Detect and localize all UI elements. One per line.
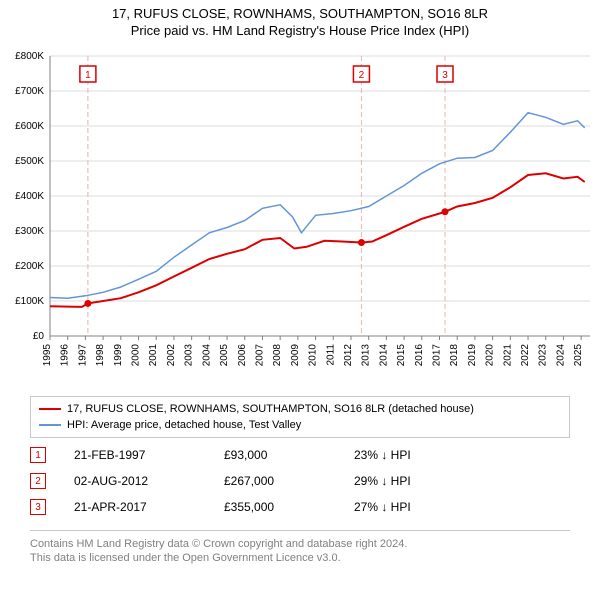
transaction-marker: 3 bbox=[30, 499, 46, 515]
svg-text:1998: 1998 bbox=[95, 344, 106, 367]
transaction-hpi: 27% ↓ HPI bbox=[354, 500, 474, 514]
transaction-price: £267,000 bbox=[224, 474, 354, 488]
svg-text:1: 1 bbox=[85, 70, 91, 81]
svg-text:£500K: £500K bbox=[15, 156, 44, 167]
svg-text:2013: 2013 bbox=[361, 344, 372, 367]
svg-text:2020: 2020 bbox=[485, 344, 496, 367]
transaction-marker: 1 bbox=[30, 447, 46, 463]
legend-row: 17, RUFUS CLOSE, ROWNHAMS, SOUTHAMPTON, … bbox=[39, 401, 561, 417]
svg-text:2017: 2017 bbox=[432, 344, 443, 367]
legend-swatch bbox=[39, 408, 61, 410]
title-block: 17, RUFUS CLOSE, ROWNHAMS, SOUTHAMPTON, … bbox=[0, 0, 600, 38]
svg-text:1997: 1997 bbox=[77, 344, 88, 367]
svg-text:2022: 2022 bbox=[520, 344, 531, 367]
svg-text:2024: 2024 bbox=[555, 344, 566, 367]
chart-svg: £0 £100K £200K £300K £400K £500K £600K £700K £80… bbox=[0, 46, 600, 386]
svg-text:2023: 2023 bbox=[538, 344, 549, 367]
svg-text:£0: £0 bbox=[33, 331, 45, 342]
svg-text:2018: 2018 bbox=[449, 344, 460, 367]
transaction-table: 1 21-FEB-1997 £93,000 23% ↓ HPI 2 02-AUG… bbox=[30, 442, 570, 520]
svg-text:2006: 2006 bbox=[237, 344, 248, 367]
svg-text:£800K: £800K bbox=[15, 51, 44, 62]
transaction-date: 21-FEB-1997 bbox=[74, 448, 224, 462]
svg-text:2001: 2001 bbox=[148, 344, 159, 367]
transaction-date: 02-AUG-2012 bbox=[74, 474, 224, 488]
legend-swatch bbox=[39, 424, 61, 426]
svg-text:2: 2 bbox=[359, 70, 365, 81]
svg-text:1996: 1996 bbox=[60, 344, 71, 367]
svg-text:2025: 2025 bbox=[573, 344, 584, 367]
svg-text:2010: 2010 bbox=[308, 344, 319, 367]
title-address: 17, RUFUS CLOSE, ROWNHAMS, SOUTHAMPTON, … bbox=[0, 6, 600, 21]
svg-text:2003: 2003 bbox=[184, 344, 195, 367]
svg-text:1995: 1995 bbox=[42, 344, 53, 367]
svg-text:£600K: £600K bbox=[15, 121, 44, 132]
svg-text:2005: 2005 bbox=[219, 344, 230, 367]
title-subtitle: Price paid vs. HM Land Registry's House … bbox=[0, 23, 600, 38]
svg-text:2016: 2016 bbox=[414, 344, 425, 367]
svg-text:2011: 2011 bbox=[325, 344, 336, 366]
transaction-date: 21-APR-2017 bbox=[74, 500, 224, 514]
footer-line: This data is licensed under the Open Gov… bbox=[30, 551, 570, 565]
svg-text:£200K: £200K bbox=[15, 261, 44, 272]
svg-text:£400K: £400K bbox=[15, 191, 44, 202]
svg-text:2015: 2015 bbox=[396, 344, 407, 367]
chart: £0 £100K £200K £300K £400K £500K £600K £700K £80… bbox=[0, 46, 600, 386]
svg-text:2021: 2021 bbox=[502, 344, 513, 367]
transaction-row: 3 21-APR-2017 £355,000 27% ↓ HPI bbox=[30, 494, 570, 520]
footer-line: Contains HM Land Registry data © Crown c… bbox=[30, 537, 570, 551]
svg-text:2004: 2004 bbox=[201, 344, 212, 367]
svg-text:2008: 2008 bbox=[272, 344, 283, 367]
svg-text:£700K: £700K bbox=[15, 86, 44, 97]
svg-text:2014: 2014 bbox=[378, 344, 389, 367]
svg-text:2009: 2009 bbox=[290, 344, 301, 367]
svg-text:2012: 2012 bbox=[343, 344, 354, 367]
legend-row: HPI: Average price, detached house, Test… bbox=[39, 417, 561, 433]
svg-text:£100K: £100K bbox=[15, 296, 44, 307]
transaction-hpi: 29% ↓ HPI bbox=[354, 474, 474, 488]
transaction-row: 1 21-FEB-1997 £93,000 23% ↓ HPI bbox=[30, 442, 570, 468]
svg-text:2007: 2007 bbox=[254, 344, 265, 367]
legend-label: HPI: Average price, detached house, Test… bbox=[67, 417, 301, 433]
transaction-row: 2 02-AUG-2012 £267,000 29% ↓ HPI bbox=[30, 468, 570, 494]
svg-text:2002: 2002 bbox=[166, 344, 177, 367]
transaction-price: £355,000 bbox=[224, 500, 354, 514]
legend-label: 17, RUFUS CLOSE, ROWNHAMS, SOUTHAMPTON, … bbox=[67, 401, 474, 417]
transaction-price: £93,000 bbox=[224, 448, 354, 462]
transaction-marker: 2 bbox=[30, 473, 46, 489]
legend: 17, RUFUS CLOSE, ROWNHAMS, SOUTHAMPTON, … bbox=[30, 396, 570, 438]
svg-text:1999: 1999 bbox=[113, 344, 124, 367]
svg-text:2000: 2000 bbox=[131, 344, 142, 367]
svg-text:2019: 2019 bbox=[467, 344, 478, 367]
page-root: 17, RUFUS CLOSE, ROWNHAMS, SOUTHAMPTON, … bbox=[0, 0, 600, 590]
svg-text:3: 3 bbox=[442, 70, 448, 81]
transaction-hpi: 23% ↓ HPI bbox=[354, 448, 474, 462]
svg-text:£300K: £300K bbox=[15, 226, 44, 237]
footer: Contains HM Land Registry data © Crown c… bbox=[30, 530, 570, 565]
